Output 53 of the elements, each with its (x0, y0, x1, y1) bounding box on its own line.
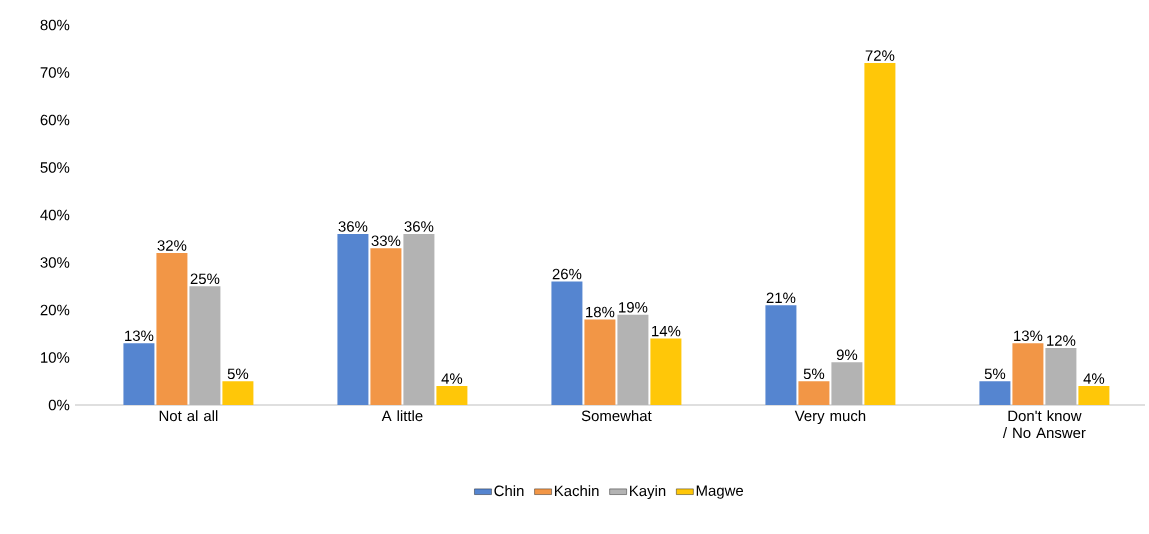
data-label: 19% (619, 301, 648, 313)
bar (222, 381, 254, 405)
y-tick-label: 30% (40, 257, 70, 268)
x-tick-label: A little (381, 410, 423, 422)
x-tick-label: Not al all (159, 410, 218, 422)
legend-label: Kachin (554, 485, 599, 497)
data-label: 12% (1047, 335, 1076, 346)
bar (1078, 386, 1110, 405)
data-label: 25% (190, 273, 220, 285)
y-tick-label: 60% (40, 114, 70, 126)
y-tick-label: 40% (40, 209, 70, 221)
data-label: 4% (441, 373, 463, 384)
bar (979, 381, 1011, 405)
bar (337, 234, 369, 405)
bar (1012, 343, 1044, 405)
bar (123, 343, 155, 405)
data-label: 5% (227, 368, 249, 380)
data-label: 14% (652, 325, 681, 337)
bar (370, 248, 402, 405)
x-tick-label: Don't know / No Answer (1002, 410, 1086, 439)
data-label: 5% (984, 368, 1006, 380)
bar (551, 281, 583, 405)
data-label: 13% (1014, 330, 1043, 342)
bar (584, 319, 616, 405)
data-label: 4% (1083, 373, 1105, 384)
y-tick-label: 0% (48, 399, 70, 411)
data-label: 72% (865, 50, 895, 61)
bar (765, 305, 797, 405)
bar (798, 381, 830, 405)
y-tick-label: 50% (40, 162, 70, 173)
legend-label: Magwe (696, 485, 744, 499)
y-tick-label: 80% (40, 19, 70, 31)
data-label: 21% (766, 292, 796, 304)
legend-label: Chin (494, 485, 524, 497)
data-label: 5% (803, 368, 825, 380)
bar (650, 338, 682, 405)
data-label: 26% (552, 268, 582, 280)
data-label: 18% (586, 306, 615, 318)
data-label: 36% (338, 221, 368, 232)
x-tick-label: Somewhat (581, 410, 652, 422)
bar (156, 253, 188, 405)
bar (864, 63, 896, 405)
data-label: 33% (371, 235, 401, 247)
data-label: 32% (157, 240, 187, 251)
y-tick-label: 20% (40, 304, 70, 316)
data-label: 36% (404, 221, 434, 232)
y-tick-label: 70% (40, 67, 70, 78)
data-label: 13% (125, 330, 154, 342)
legend-label: Kayin (630, 485, 666, 500)
y-tick-label: 10% (41, 352, 70, 363)
bar (436, 386, 468, 405)
data-label: 9% (836, 349, 858, 361)
x-tick-label: Very much (794, 410, 866, 425)
